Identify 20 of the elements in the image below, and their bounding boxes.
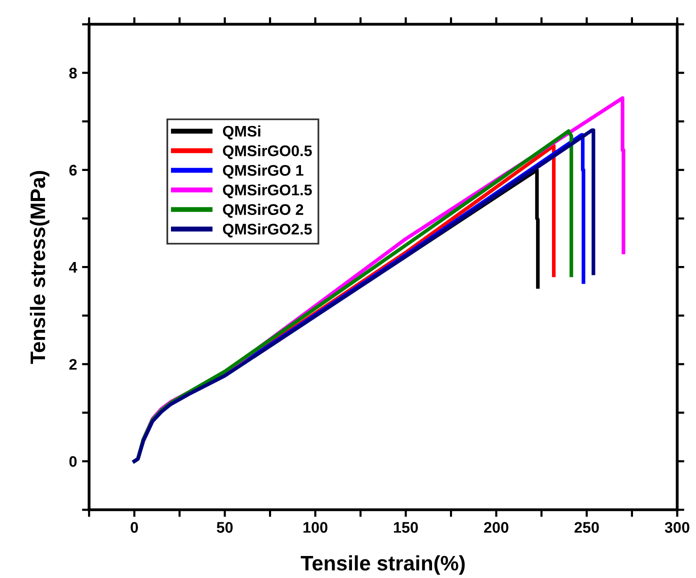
x-tick-label: 200	[484, 522, 508, 533]
y-tick-label: 4	[69, 262, 78, 273]
legend-label: QMSi	[222, 125, 260, 140]
x-tick-label: 250	[574, 522, 599, 533]
y-axis-title: Tensile stress(MPa)	[30, 170, 50, 364]
x-tick-label: 0	[130, 522, 138, 533]
x-tick-label: 50	[216, 522, 233, 533]
x-tick-label: 150	[394, 522, 418, 533]
x-tick-label: 300	[664, 522, 690, 533]
legend-label: QMSirGO1.5	[222, 184, 312, 198]
y-tick-label: 0	[69, 456, 77, 467]
y-tick-label: 8	[69, 68, 77, 79]
x-axis-title: Tensile strain(%)	[300, 555, 465, 575]
y-tick-label: 6	[69, 164, 77, 176]
legend-label: QMSirGO 2	[222, 204, 304, 218]
legend-label: QMSirGO0.5	[222, 145, 312, 160]
legend-label: QMSirGO2.5	[222, 223, 312, 238]
x-tick-label: 100	[304, 522, 328, 533]
y-tick-label: 2	[69, 359, 77, 370]
legend-label: QMSirGO 1	[222, 164, 304, 179]
